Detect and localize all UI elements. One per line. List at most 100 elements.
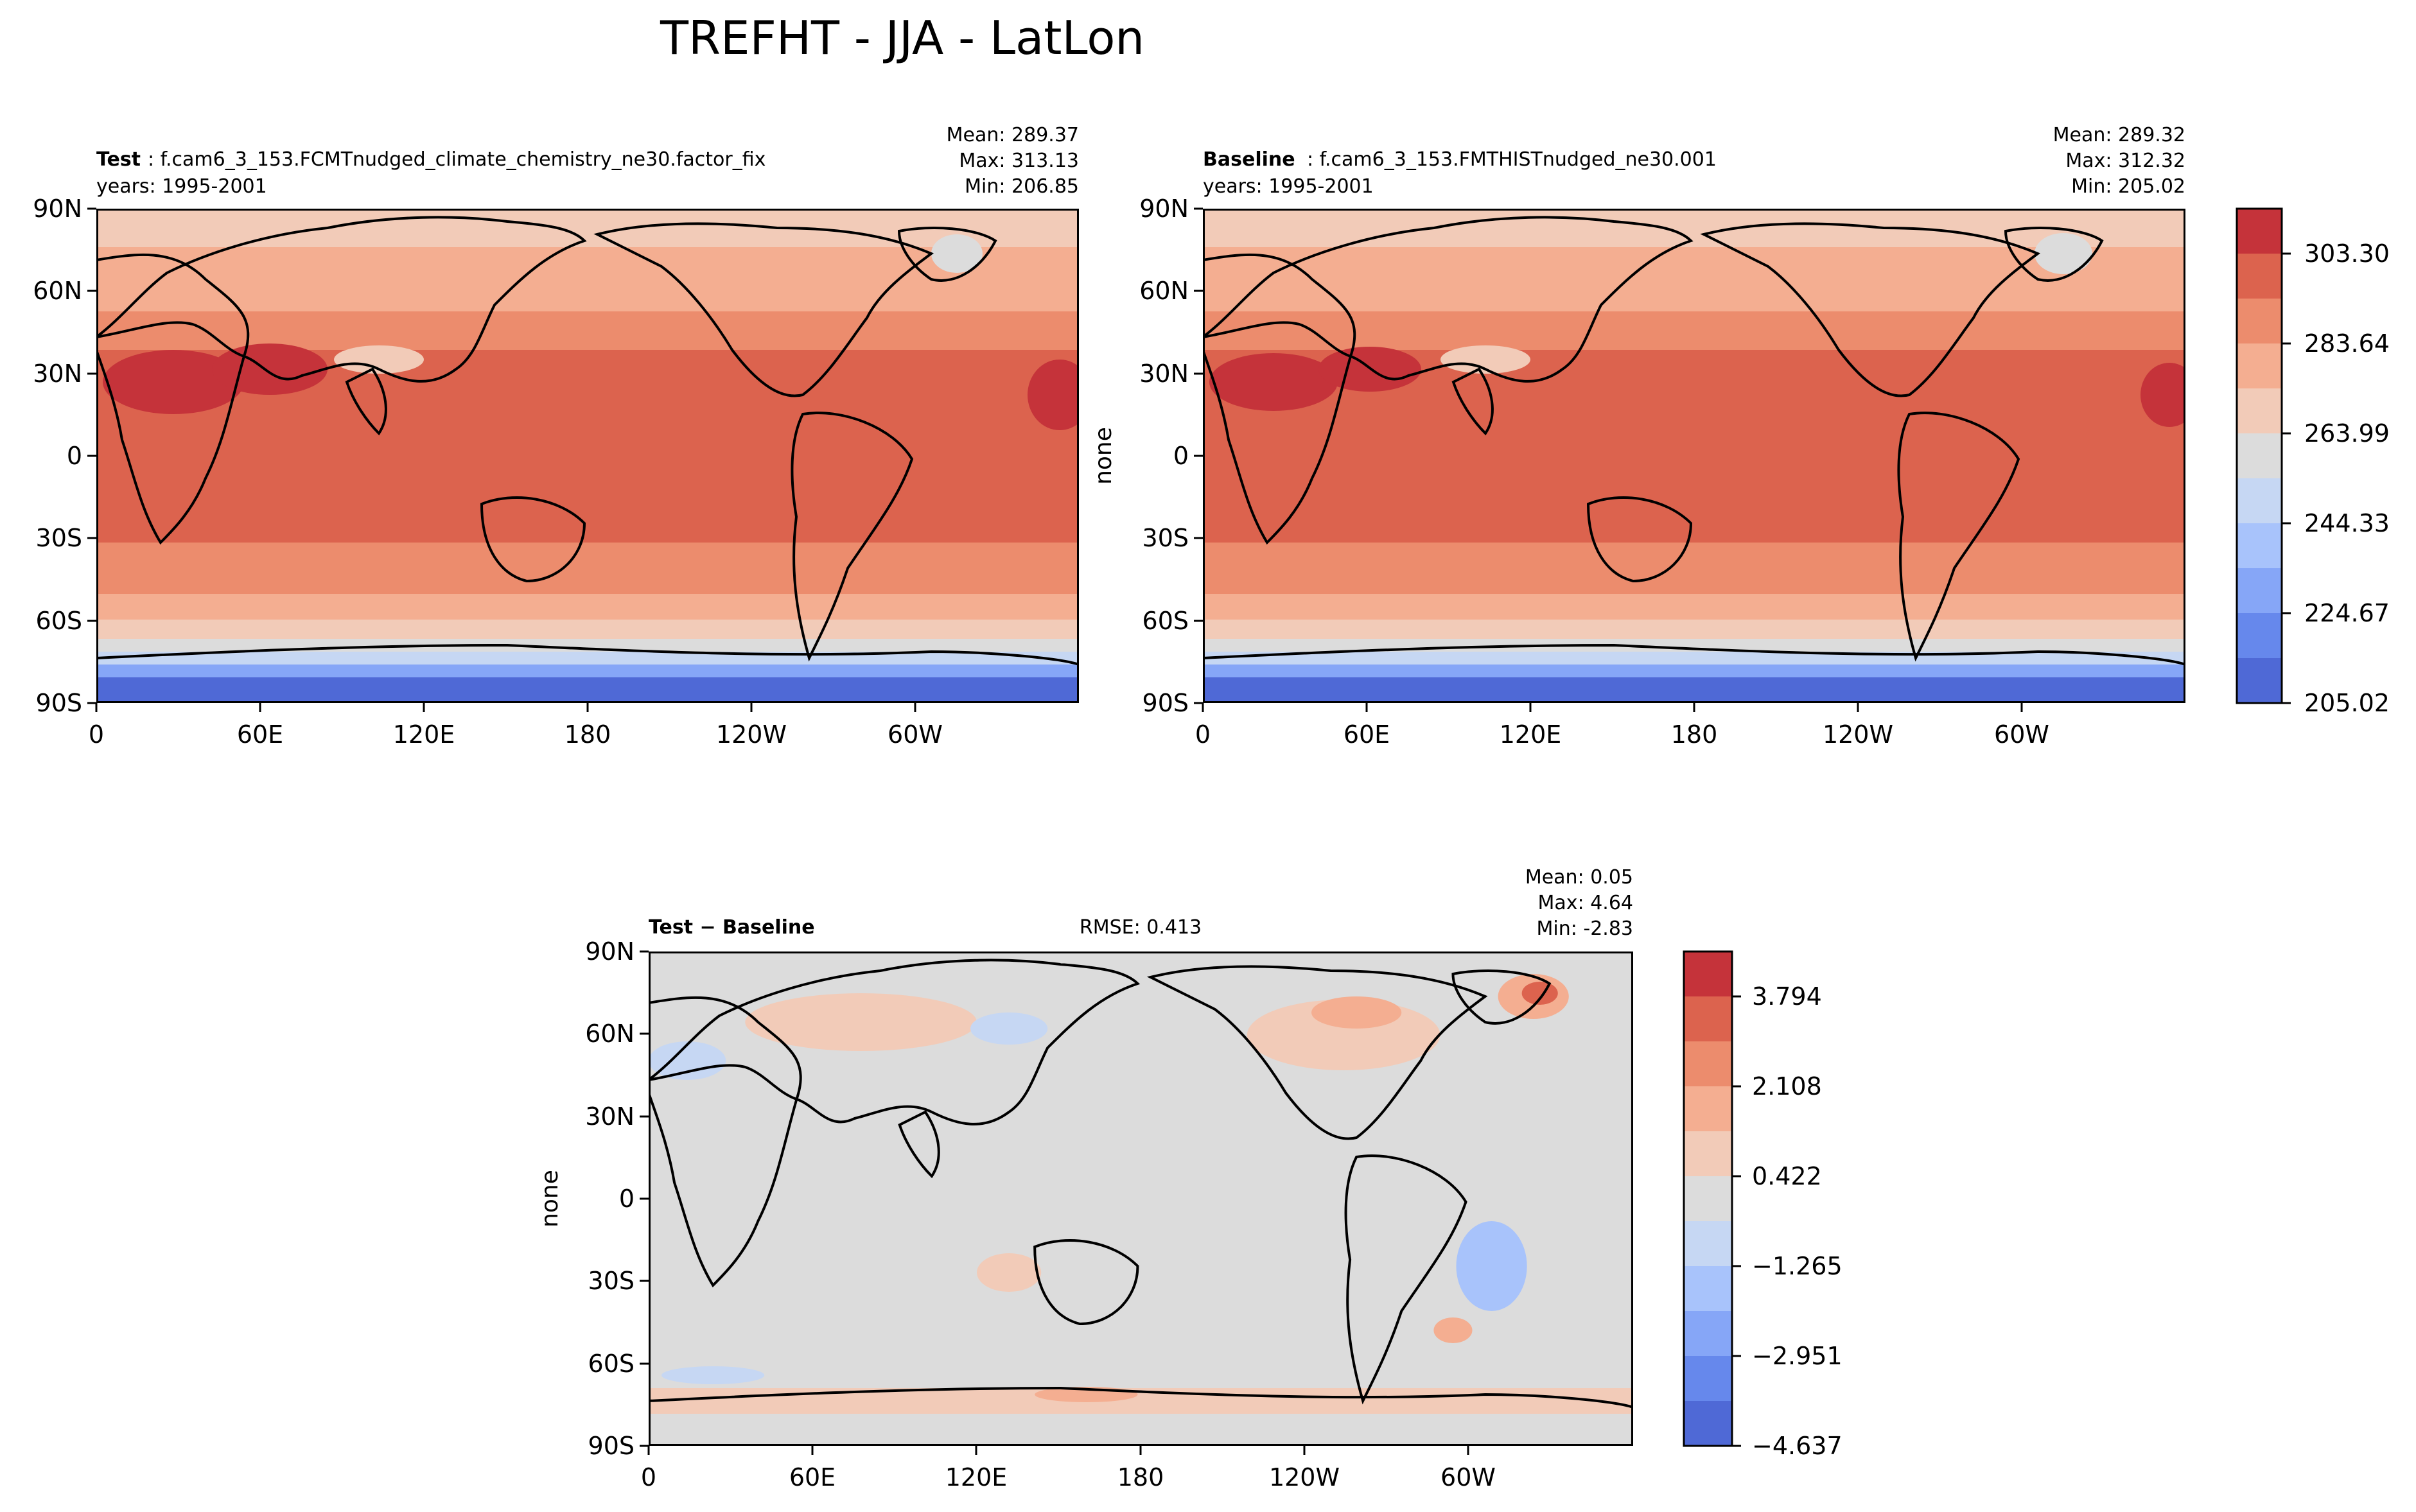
- baseline-ytick-30n: 30N: [1139, 360, 1189, 388]
- diff-cb-seg-3: [1684, 1266, 1732, 1311]
- test-band-s-cold3: [96, 677, 1079, 703]
- baseline-band-s-cold3: [1203, 677, 2185, 703]
- diff-yticks: 90N 60N 30N 0 30S 60S 90S: [585, 937, 649, 1460]
- baseline-band-s-cold1: [1203, 652, 2185, 665]
- test-xtick-0: 0: [89, 720, 104, 749]
- test-label-text: : f.cam6_3_153.FCMTnudged_climate_chemis…: [148, 148, 766, 171]
- test-hot-mideast: [212, 343, 328, 395]
- top-cb-seg-7: [2237, 343, 2282, 388]
- baseline-stat-max: Max: 312.32: [2065, 150, 2185, 172]
- diff-cool-europe: [649, 1041, 726, 1080]
- diff-cb-tick-3794: 3.794: [1752, 982, 1822, 1011]
- test-band-n-sub: [96, 311, 1079, 350]
- baseline-band-n-mid: [1203, 247, 2185, 311]
- baseline-greenland: [2035, 233, 2092, 274]
- baseline-stat-mean: Mean: 289.32: [2053, 124, 2185, 146]
- top-cb-seg-4: [2237, 478, 2282, 523]
- diff-cb-seg-2: [1684, 1311, 1732, 1356]
- baseline-ytick-60n: 60N: [1139, 277, 1189, 305]
- diff-cb-frame: [1683, 950, 1733, 1447]
- top-cb-seg-6: [2237, 388, 2282, 433]
- diff-colorbar: 3.794 2.108 0.422 −1.265 −2.951 −4.637: [1683, 950, 1843, 1460]
- test-yticks: 90N 60N 30N 0 30S 60S 90S: [33, 195, 96, 717]
- baseline-ytick-30s: 30S: [1142, 524, 1189, 552]
- diff-rmse: RMSE: 0.413: [1080, 916, 1202, 939]
- diff-cb-seg-9: [1684, 996, 1732, 1041]
- test-panel: Test : f.cam6_3_153.FCMTnudged_climate_c…: [33, 124, 1079, 749]
- baseline-xtick-180: 180: [1671, 720, 1718, 749]
- test-years: years: 1995-2001: [96, 175, 267, 198]
- diff-cb-seg-7: [1684, 1086, 1732, 1131]
- diff-cool-siberia: [970, 1012, 1048, 1045]
- test-tibet: [334, 345, 424, 374]
- diff-ytick-90n: 90N: [585, 937, 635, 966]
- diff-xtick-60e: 60E: [789, 1463, 836, 1491]
- baseline-yticks: 90N 60N 30N 0 30S 60S 90S: [1139, 195, 1203, 717]
- diff-cb-seg-8: [1684, 1041, 1732, 1086]
- top-cb-seg-9: [2237, 254, 2282, 299]
- test-ytick-90n: 90N: [33, 195, 82, 223]
- diff-map: [649, 952, 1633, 1446]
- diff-cb-seg-4: [1684, 1221, 1732, 1266]
- diff-xtick-120e: 120E: [945, 1463, 1008, 1491]
- diff-ytick-90s: 90S: [588, 1432, 635, 1460]
- diff-warm-eurasia: [745, 993, 977, 1051]
- test-ytick-90s: 90S: [36, 689, 82, 717]
- baseline-band-n-sub: [1203, 311, 2185, 350]
- baseline-xtick-120e: 120E: [1500, 720, 1562, 749]
- test-xtick-60w: 60W: [888, 720, 943, 749]
- baseline-stat-min: Min: 205.02: [2071, 175, 2185, 198]
- diff-stat-mean: Mean: 0.05: [1525, 866, 1633, 889]
- test-hot-natl: [1028, 360, 1079, 430]
- test-stat-mean: Mean: 289.37: [947, 124, 1079, 146]
- diff-xticks: 0 60E 120E 180 120W 60W: [641, 1446, 1496, 1491]
- baseline-panel: Baseline : f.cam6_3_153.FMTHISTnudged_ne…: [1090, 124, 2185, 749]
- test-stat-min: Min: 206.85: [965, 175, 1079, 198]
- diff-panel: Test − Baseline RMSE: 0.413 Mean: 0.05 M…: [537, 866, 1633, 1491]
- baseline-label-bold: Baseline: [1203, 148, 1295, 171]
- diff-cb-seg-5: [1684, 1176, 1732, 1221]
- diff-xtick-60w: 60W: [1440, 1463, 1496, 1491]
- diff-label-bold: Test − Baseline: [649, 916, 815, 939]
- diff-warm-patagonia: [1433, 1317, 1473, 1343]
- diff-cb-seg-0: [1684, 1401, 1732, 1446]
- baseline-ytick-0: 0: [1173, 442, 1189, 470]
- diff-cb-tick-0422: 0.422: [1752, 1162, 1822, 1190]
- top-cb-seg-10: [2237, 209, 2282, 254]
- test-ytick-60s: 60S: [36, 607, 82, 635]
- baseline-band-s-high: [1203, 620, 2185, 639]
- diff-cb-tick-m1265: −1.265: [1752, 1252, 1843, 1280]
- baseline-xtick-60e: 60E: [1344, 720, 1390, 749]
- top-cb-seg-8: [2237, 299, 2282, 343]
- diff-stat-max: Max: 4.64: [1538, 892, 1633, 914]
- diff-ytick-30s: 30S: [588, 1267, 635, 1295]
- baseline-years: years: 1995-2001: [1203, 175, 1374, 198]
- diff-ytick-60s: 60S: [588, 1350, 635, 1378]
- test-ytick-60n: 60N: [33, 277, 82, 305]
- diff-ytick-60n: 60N: [585, 1020, 635, 1048]
- test-xticks: 0 60E 120E 180 120W 60W: [89, 703, 943, 749]
- diff-hot-greenland: [1521, 982, 1558, 1005]
- diff-cb-tick-2108: 2.108: [1752, 1072, 1822, 1100]
- test-stat-max: Max: 313.13: [959, 150, 1079, 172]
- diff-cb-seg-6: [1684, 1131, 1732, 1176]
- diff-warm-australia: [977, 1253, 1042, 1292]
- top-cb-seg-5: [2237, 433, 2282, 478]
- baseline-xtick-60w: 60W: [1994, 720, 2049, 749]
- test-xtick-120e: 120E: [393, 720, 455, 749]
- baseline-band-s-cold2: [1203, 665, 2185, 677]
- diff-cb-tick-m4637: −4.637: [1752, 1432, 1843, 1460]
- baseline-hot-natl: [2140, 363, 2185, 427]
- test-band-s-mid: [96, 594, 1079, 620]
- baseline-xticks: 0 60E 120E 180 120W 60W: [1195, 703, 2049, 749]
- baseline-hot-sahara: [1209, 353, 1338, 411]
- diff-cool-antarctic: [661, 1366, 765, 1384]
- baseline-ytick-90n: 90N: [1139, 195, 1189, 223]
- test-xtick-60e: 60E: [237, 720, 283, 749]
- baseline-ytick-60s: 60S: [1142, 607, 1189, 635]
- top-cb-seg-3: [2237, 523, 2282, 568]
- top-cb-tick-263: 263.99: [2304, 419, 2390, 448]
- test-xtick-180: 180: [565, 720, 611, 749]
- test-label-bold: Test: [96, 148, 141, 171]
- test-hot-sahara: [103, 350, 244, 414]
